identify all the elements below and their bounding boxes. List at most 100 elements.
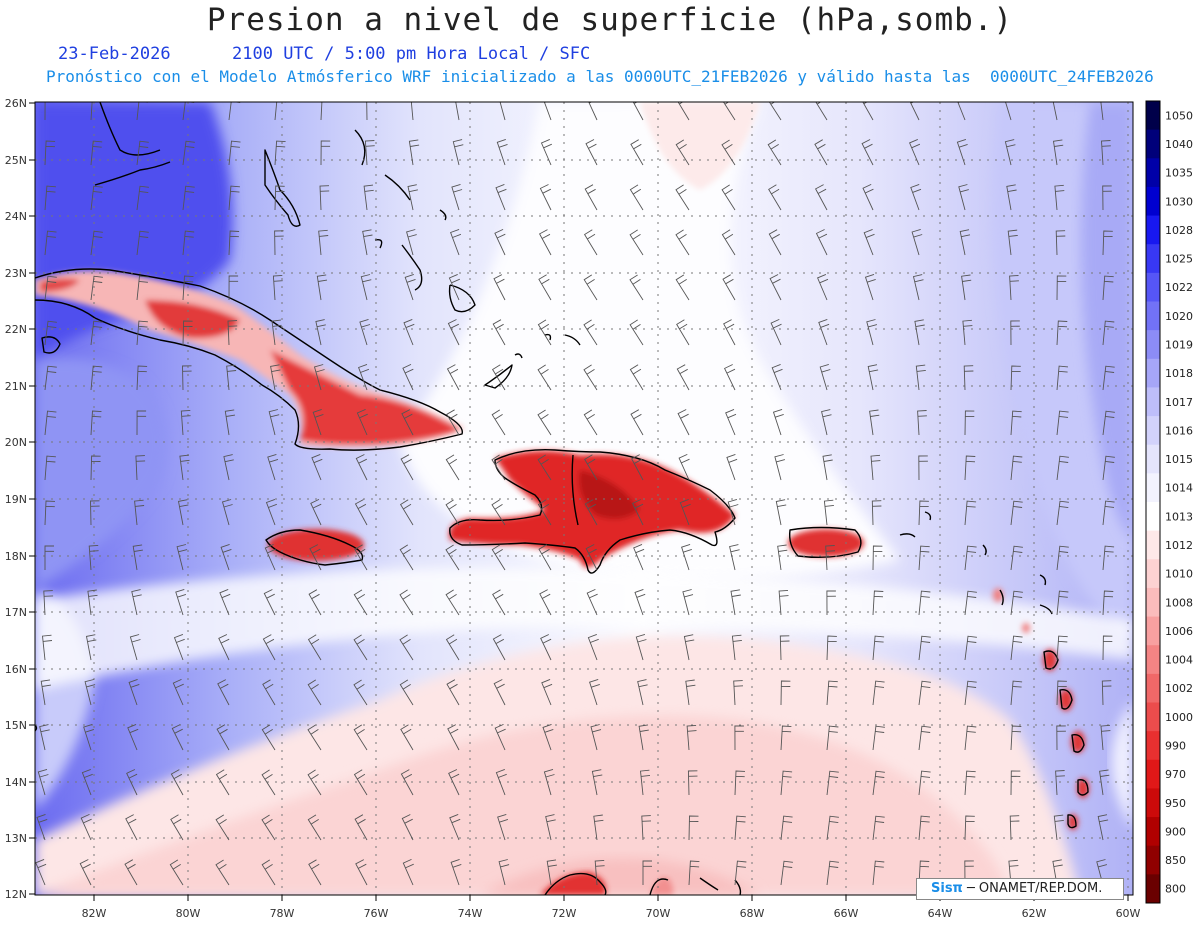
wind-barb — [455, 102, 460, 121]
wind-barb — [450, 858, 462, 886]
wind-barb — [35, 858, 47, 886]
wind-barb — [726, 453, 738, 481]
wind-barb — [261, 814, 276, 841]
wind-barb — [401, 814, 414, 841]
wind-barb — [768, 184, 782, 211]
colorbar-label-1006: 1006 — [1165, 625, 1193, 638]
wind-barb — [219, 588, 231, 616]
wind-barb — [136, 410, 147, 436]
wind-barb — [262, 634, 276, 661]
wind-barb — [585, 544, 598, 571]
forecast-time: 2100 UTC / 5:00 pm Hora Local / SFC — [232, 44, 591, 64]
wind-barb — [90, 455, 101, 481]
colorbar-label-1019: 1019 — [1165, 338, 1193, 351]
colorbar-label-1022: 1022 — [1165, 281, 1193, 294]
wind-barb — [1010, 680, 1023, 706]
wind-barb — [867, 364, 879, 391]
wind-barb — [537, 319, 552, 346]
wind-barb — [400, 454, 414, 481]
wind-barb — [918, 725, 931, 751]
colorbar-label-950: 950 — [1165, 797, 1186, 810]
credit-text: ─ ONAMET/REP.DOM. — [962, 881, 1103, 896]
wind-barb — [918, 770, 931, 796]
wind-barb — [964, 770, 976, 796]
wind-barb — [268, 409, 280, 436]
wind-barb — [539, 184, 552, 211]
wind-barb — [688, 815, 699, 841]
wind-barb — [1056, 500, 1069, 526]
wind-barb — [1006, 184, 1017, 211]
wind-barb — [872, 725, 885, 751]
wind-barb — [44, 320, 57, 346]
wind-barb — [630, 409, 644, 436]
wind-barb — [538, 544, 552, 571]
wind-barb — [722, 102, 736, 121]
lon-label-78w: 78W — [270, 907, 295, 920]
wind-barb — [543, 768, 555, 796]
colorbar-swatch-17 — [1146, 587, 1160, 618]
wind-barb — [44, 365, 57, 391]
wind-barb — [962, 319, 973, 346]
wind-barb — [309, 544, 322, 571]
wind-barb — [629, 274, 644, 301]
wind-barb — [677, 409, 690, 436]
wind-barb — [915, 364, 926, 391]
colorbar-label-1025: 1025 — [1165, 253, 1193, 266]
wind-barb — [826, 860, 839, 886]
wind-barb — [539, 589, 552, 616]
wind-barb — [1010, 500, 1023, 526]
wind-barb — [493, 274, 506, 301]
wind-barb — [872, 590, 884, 616]
wind-barb — [353, 634, 368, 661]
wind-barb — [310, 498, 322, 526]
wind-barb — [545, 814, 556, 841]
wind-barb — [315, 319, 326, 346]
wind-barb — [911, 228, 923, 256]
lat-label-14n: 14N — [5, 776, 27, 789]
colorbar-swatch-2 — [1146, 158, 1160, 188]
wind-barb — [1055, 770, 1065, 796]
wind-barb — [780, 770, 793, 796]
colorbar-label-1040: 1040 — [1165, 138, 1193, 151]
wind-barbs — [35, 102, 1115, 886]
wind-barb — [445, 589, 460, 616]
wind-barb — [226, 364, 237, 391]
wind-barb — [769, 274, 782, 301]
wind-barb — [862, 102, 874, 121]
wind-barb — [307, 679, 322, 706]
wind-barb — [216, 724, 230, 751]
wind-barb — [223, 454, 234, 481]
lon-label-82w: 82W — [82, 907, 107, 920]
wind-barb — [638, 724, 649, 751]
wind-barb — [42, 634, 53, 661]
wind-barb — [676, 364, 690, 391]
wind-barb — [964, 815, 975, 841]
colorbar-swatch-24 — [1146, 788, 1160, 818]
wind-barb — [775, 499, 787, 526]
wind-barb — [360, 274, 372, 301]
colorbar-label-990: 990 — [1165, 739, 1186, 752]
wind-barb — [452, 139, 464, 166]
wind-barb — [1102, 455, 1115, 481]
wind-barb — [910, 183, 922, 211]
wind-barb — [451, 183, 463, 211]
wind-barb — [228, 140, 241, 166]
wind-barb — [675, 139, 690, 166]
wind-barb — [872, 635, 885, 661]
wind-barb — [90, 365, 103, 391]
wind-barb — [537, 499, 552, 526]
latitude-labels: 26N 25N 24N 23N 22N 21N 20N 19N 18N 17N … — [5, 97, 27, 901]
wind-barb — [44, 410, 57, 436]
wind-barb — [727, 498, 739, 526]
wind-barb — [353, 589, 368, 616]
wind-barb — [587, 633, 599, 661]
wind-barb — [780, 725, 792, 751]
wind-barb — [228, 185, 240, 211]
wind-barb — [814, 139, 828, 166]
wind-barb — [826, 725, 839, 751]
wind-barb — [449, 813, 461, 841]
model-info-line: Pronóstico con el Modelo Atmósferico WRF… — [46, 67, 1154, 86]
wind-barb — [964, 590, 977, 616]
wind-barb — [591, 769, 603, 796]
wind-barb — [1102, 545, 1115, 571]
